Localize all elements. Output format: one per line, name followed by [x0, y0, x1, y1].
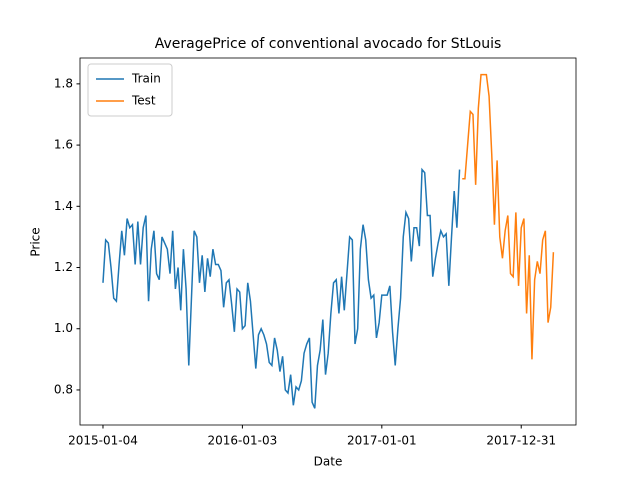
- x-axis-label: Date: [314, 455, 343, 469]
- y-tick-label: 1.2: [54, 260, 73, 274]
- chart-title: AveragePrice of conventional avocado for…: [155, 36, 502, 52]
- data-line: [462, 73, 555, 360]
- y-tick-label: 1.8: [54, 76, 73, 90]
- y-axis-label: Price: [29, 227, 43, 256]
- y-tick-label: 0.8: [54, 382, 73, 396]
- legend-label: Train: [131, 72, 161, 86]
- x-tick-label: 2017-01-01: [347, 434, 417, 448]
- x-tick-label: 2015-01-04: [68, 434, 138, 448]
- plot-frame: [79, 57, 577, 426]
- y-tick-label: 1.0: [54, 321, 73, 335]
- data-line: [102, 167, 461, 409]
- legend-label: Test: [131, 94, 156, 108]
- legend-box: [87, 63, 173, 117]
- x-tick-label: 2016-01-03: [208, 434, 278, 448]
- y-tick-label: 1.4: [54, 199, 73, 213]
- y-tick-label: 1.6: [54, 138, 73, 152]
- x-tick-label: 2017-12-31: [486, 434, 556, 448]
